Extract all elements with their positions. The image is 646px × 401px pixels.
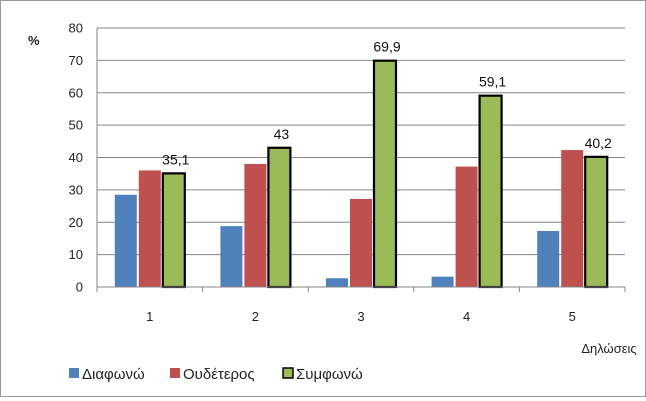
x-tick-label: 2 bbox=[252, 309, 259, 324]
x-tick-label: 1 bbox=[146, 309, 153, 324]
data-labels: 35,1 43 69,9 59,1 40,2 bbox=[162, 39, 612, 168]
bar-3-2 bbox=[267, 146, 292, 289]
y-tick-label: 10 bbox=[69, 247, 83, 262]
bar-2-1 bbox=[138, 170, 161, 287]
y-tick-label: 80 bbox=[69, 21, 83, 36]
legend: Διαφωνώ Ουδέτερος Συμφωνώ bbox=[69, 366, 363, 383]
data-label: 59,1 bbox=[479, 74, 506, 90]
y-tick-label: 50 bbox=[69, 118, 83, 133]
legend-swatch-2 bbox=[170, 368, 180, 378]
y-axis-label: % bbox=[28, 33, 40, 48]
bar-3-5 bbox=[584, 155, 609, 289]
axes bbox=[96, 28, 626, 292]
x-tick-label: 4 bbox=[463, 309, 470, 324]
data-label: 35,1 bbox=[162, 151, 189, 167]
x-tick-label: 3 bbox=[357, 309, 364, 324]
x-axis-label: Δηλώσεις bbox=[581, 341, 636, 356]
x-tick-labels: 1 2 3 4 5 bbox=[146, 309, 576, 324]
y-tick-label: 60 bbox=[69, 85, 83, 100]
y-tick-label: 20 bbox=[69, 215, 83, 230]
bar-3-1 bbox=[161, 172, 186, 289]
bar-1-4 bbox=[431, 276, 454, 287]
bars bbox=[114, 59, 609, 289]
x-tick-label: 5 bbox=[569, 309, 576, 324]
bar-3-4 bbox=[478, 94, 503, 289]
legend-swatch-3 bbox=[282, 367, 294, 379]
bar-1-5 bbox=[537, 230, 560, 287]
legend-swatch-1 bbox=[69, 368, 79, 378]
bar-3-3 bbox=[372, 59, 398, 289]
bar-1-2 bbox=[220, 226, 243, 287]
legend-label-1: Διαφωνώ bbox=[82, 366, 145, 383]
data-label: 69,9 bbox=[373, 39, 400, 55]
data-label: 43 bbox=[274, 126, 290, 142]
bar-1-3 bbox=[326, 278, 348, 287]
bar-2-3 bbox=[350, 198, 372, 287]
legend-label-3: Συμφωνώ bbox=[296, 366, 363, 383]
bar-2-4 bbox=[455, 166, 478, 287]
y-tick-label: 40 bbox=[69, 150, 83, 165]
y-tick-label: 30 bbox=[69, 182, 83, 197]
y-tick-labels: 0 10 20 30 40 50 60 70 80 bbox=[69, 21, 83, 295]
data-label: 40,2 bbox=[585, 135, 612, 151]
y-tick-label: 0 bbox=[76, 280, 83, 295]
bar-2-2 bbox=[244, 163, 267, 287]
y-tick-label: 70 bbox=[69, 53, 83, 68]
bar-1-1 bbox=[114, 194, 137, 287]
bar-2-5 bbox=[561, 150, 584, 287]
legend-label-2: Ουδέτερος bbox=[183, 366, 255, 383]
